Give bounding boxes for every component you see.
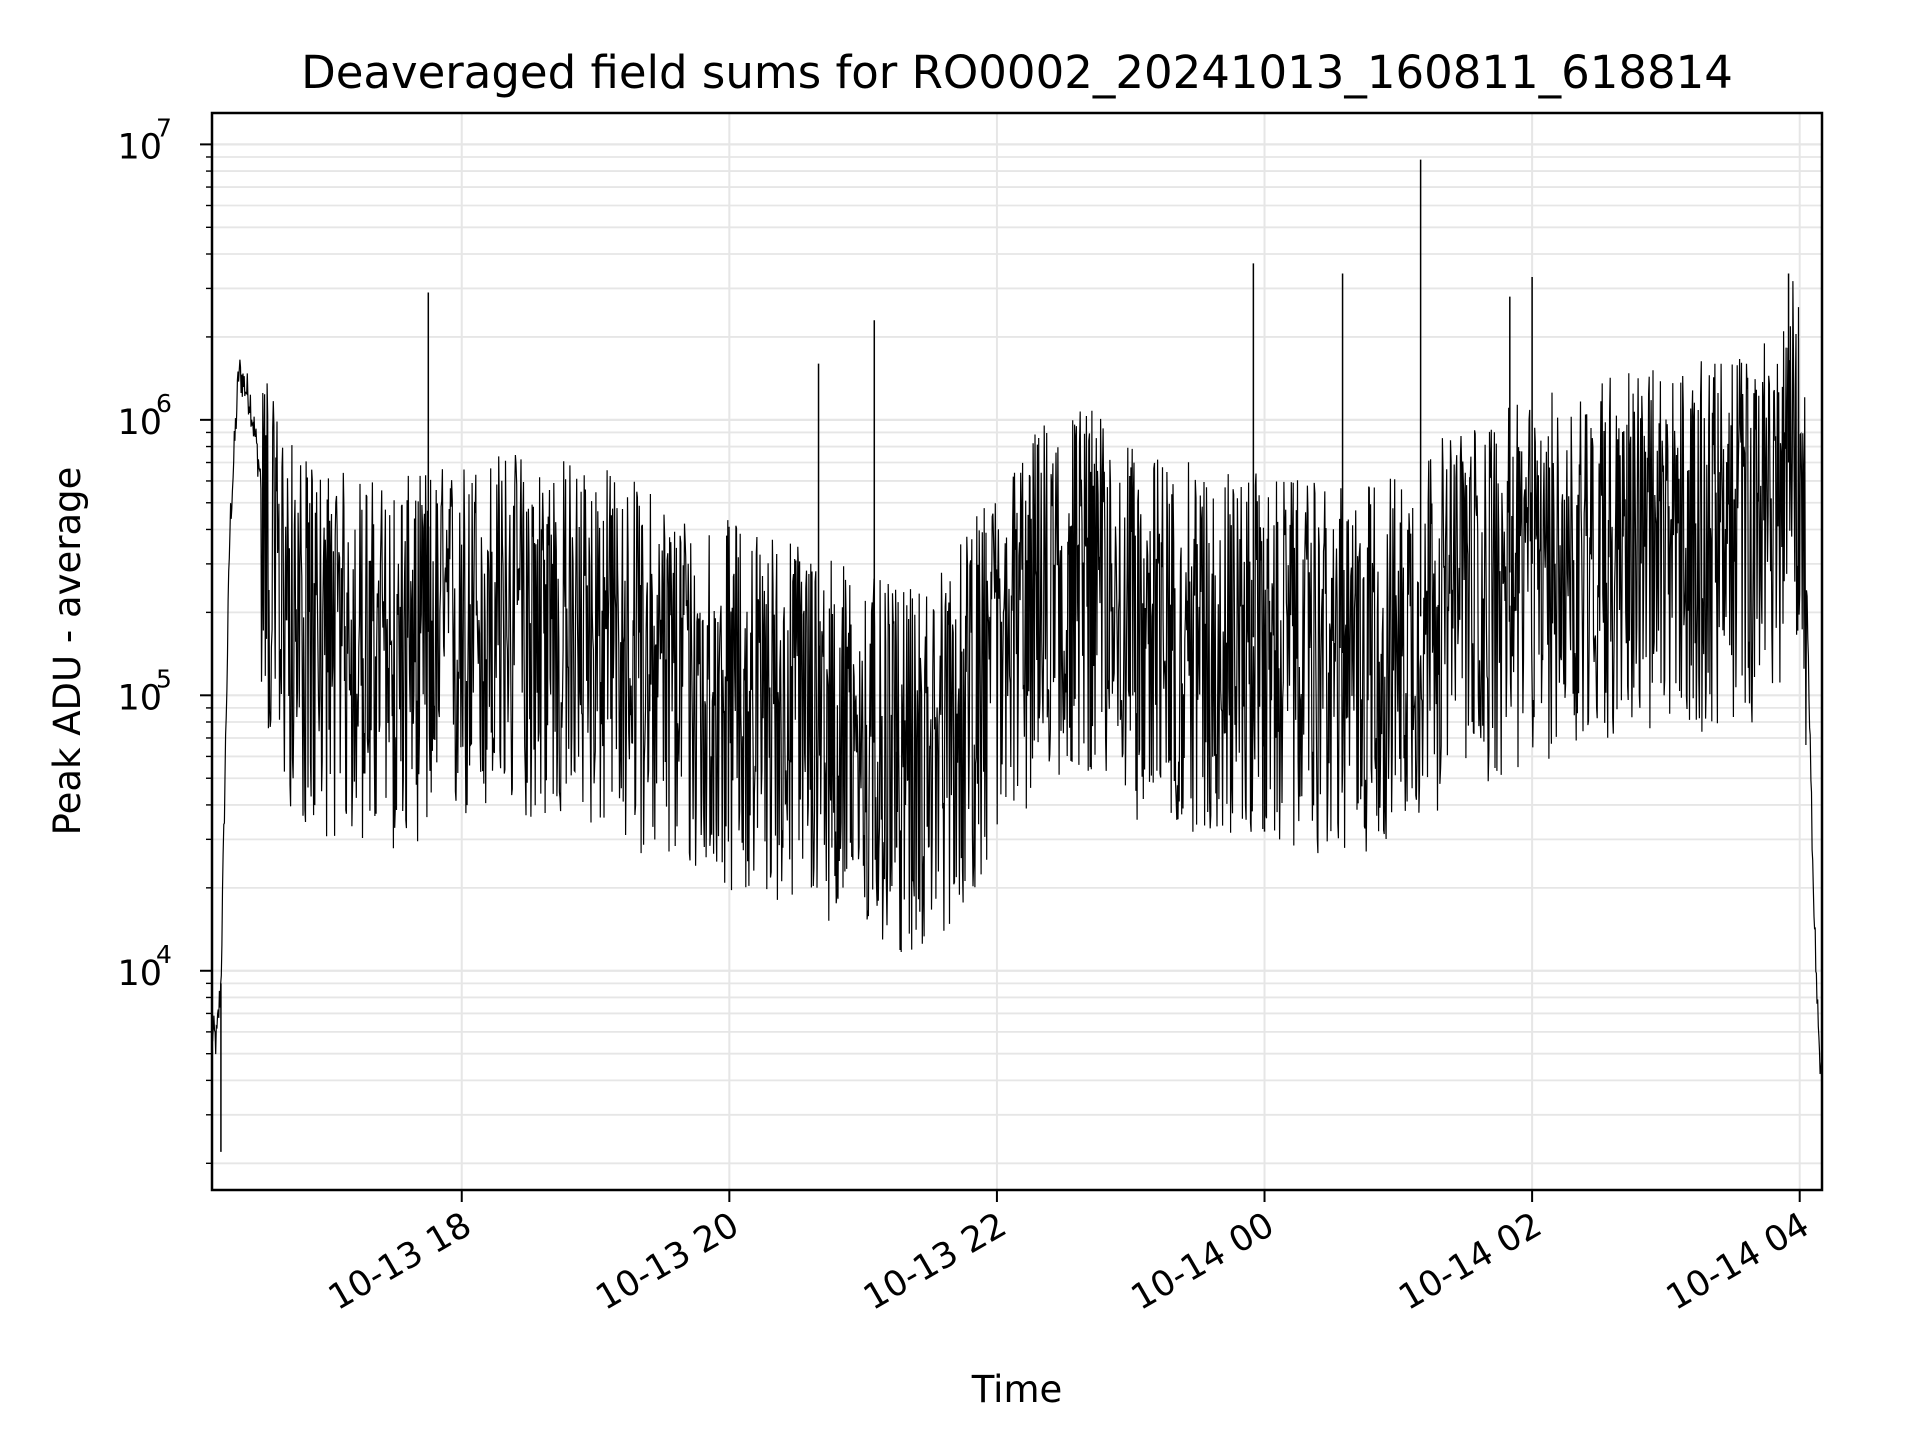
y-tick-exponent: 5 xyxy=(156,664,172,693)
y-tick-exponent: 6 xyxy=(156,389,172,418)
plot-frame xyxy=(210,111,1824,1192)
y-axis-label: Peak ADU - average xyxy=(46,467,89,836)
y-tick-exponent: 4 xyxy=(156,940,172,969)
y-tick-label: 10 xyxy=(117,954,162,994)
plot-area xyxy=(211,159,1823,1152)
y-tick-label: 10 xyxy=(117,678,162,718)
y-tick-exponent: 7 xyxy=(156,113,172,142)
x-axis-label: Time xyxy=(971,1368,1063,1411)
y-tick-label: 10 xyxy=(117,127,162,167)
chart-title: Deaveraged field sums for RO0002_2024101… xyxy=(301,46,1733,99)
y-tick-label: 10 xyxy=(117,403,162,443)
series-line xyxy=(211,281,1823,1090)
